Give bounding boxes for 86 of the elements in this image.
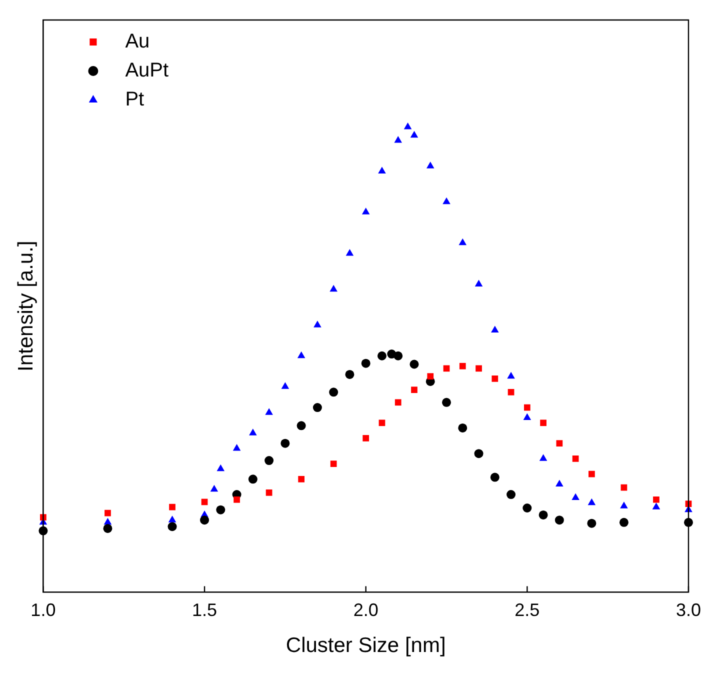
point xyxy=(492,375,498,382)
point xyxy=(330,284,338,292)
point xyxy=(404,122,412,130)
point xyxy=(476,365,482,372)
legend-label: Au xyxy=(125,30,150,53)
point xyxy=(361,358,370,368)
point xyxy=(280,438,290,448)
point xyxy=(556,440,563,447)
point xyxy=(459,362,466,370)
point xyxy=(572,456,579,462)
point xyxy=(345,370,354,379)
point xyxy=(216,505,226,514)
point xyxy=(442,398,452,407)
point xyxy=(362,208,370,214)
point xyxy=(619,518,628,527)
point xyxy=(346,249,354,256)
point xyxy=(427,373,434,380)
point xyxy=(410,360,419,369)
point xyxy=(394,399,402,406)
point xyxy=(458,423,468,432)
y-axis-title: Intensity [a.u.] xyxy=(14,240,38,372)
point xyxy=(234,496,240,503)
point xyxy=(474,449,484,458)
point xyxy=(169,504,176,510)
x-tick-label: 3.0 xyxy=(676,600,702,620)
point xyxy=(540,420,546,426)
point xyxy=(104,518,112,525)
point xyxy=(210,484,218,492)
point xyxy=(506,490,516,500)
point xyxy=(362,435,370,442)
point xyxy=(378,420,386,426)
point xyxy=(377,351,386,360)
point xyxy=(524,404,530,411)
point xyxy=(394,351,403,360)
point xyxy=(539,454,548,461)
point xyxy=(264,456,274,466)
x-tick-label: 1.0 xyxy=(30,600,56,620)
point xyxy=(104,510,111,516)
point xyxy=(265,408,273,415)
point xyxy=(490,472,500,482)
point xyxy=(508,388,514,396)
point xyxy=(538,510,548,520)
point xyxy=(249,428,257,436)
point xyxy=(556,480,564,487)
point xyxy=(314,320,322,328)
point xyxy=(168,522,177,532)
point xyxy=(330,460,337,467)
legend-label: AuPt xyxy=(125,60,170,82)
point xyxy=(588,470,595,478)
point xyxy=(522,504,532,512)
point xyxy=(652,502,660,510)
point xyxy=(216,464,225,472)
x-tick-label: 2.5 xyxy=(514,600,540,620)
x-tick-label: 2.0 xyxy=(353,600,378,620)
point xyxy=(411,386,418,394)
point xyxy=(266,489,272,496)
point xyxy=(620,502,628,508)
point xyxy=(410,130,418,138)
point xyxy=(458,238,467,246)
point xyxy=(296,421,306,430)
point xyxy=(297,351,306,358)
point xyxy=(281,382,290,389)
point xyxy=(587,518,596,528)
point xyxy=(312,403,322,412)
point xyxy=(572,493,580,500)
point xyxy=(232,444,241,451)
point xyxy=(653,496,660,503)
point xyxy=(248,474,258,484)
point xyxy=(523,413,532,420)
point xyxy=(507,372,515,379)
point xyxy=(554,516,564,525)
point xyxy=(378,166,386,174)
x-axis-title: Cluster Size [nm] xyxy=(286,634,446,658)
point xyxy=(200,516,210,525)
point xyxy=(474,280,483,286)
point xyxy=(298,476,304,482)
point xyxy=(442,197,450,204)
x-tick-label: 1.5 xyxy=(192,600,218,620)
point xyxy=(329,388,338,397)
point xyxy=(168,516,176,522)
point xyxy=(588,498,596,506)
legend-label: Pt xyxy=(125,88,145,111)
point xyxy=(491,326,499,333)
point xyxy=(426,162,434,168)
point xyxy=(103,524,112,533)
point xyxy=(394,136,402,143)
